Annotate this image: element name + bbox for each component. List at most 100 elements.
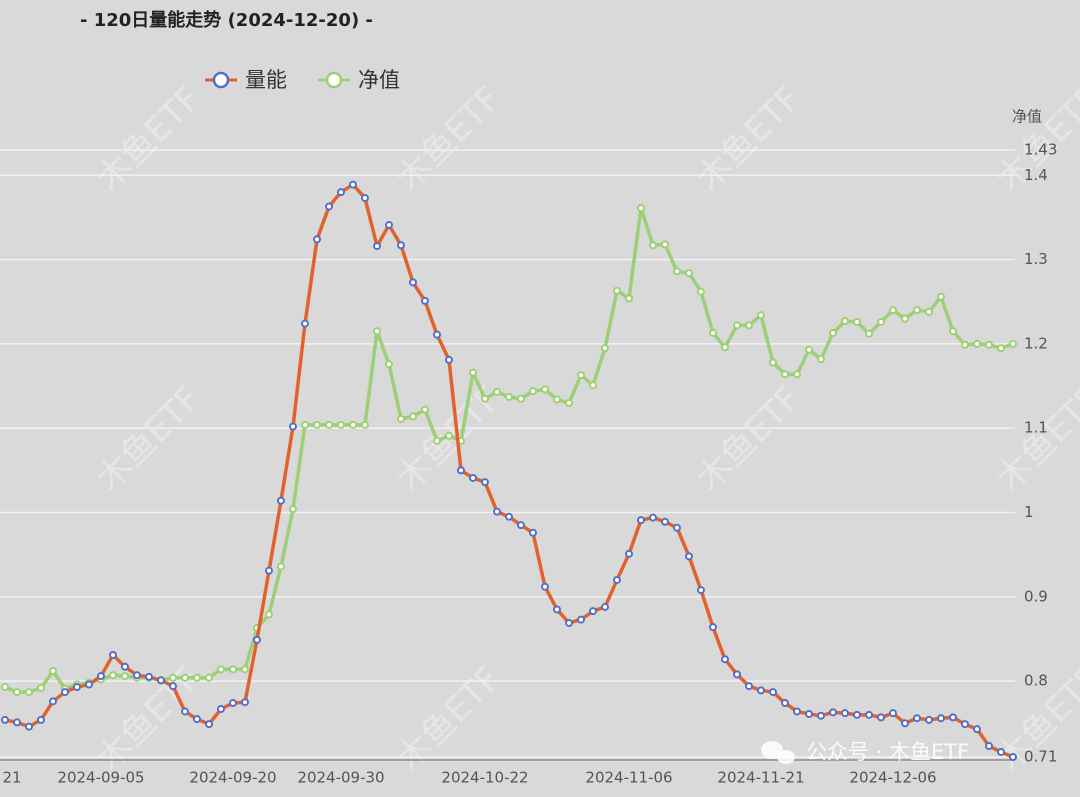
legend-marker xyxy=(212,71,230,89)
data-point xyxy=(961,720,969,729)
data-point xyxy=(289,422,297,431)
data-point xyxy=(769,358,777,367)
data-point xyxy=(889,306,897,315)
data-point xyxy=(589,607,597,616)
data-point xyxy=(841,317,849,326)
data-point xyxy=(577,371,585,380)
data-point xyxy=(169,673,177,682)
data-point xyxy=(253,635,261,644)
data-point xyxy=(361,194,369,203)
data-point xyxy=(181,673,189,682)
data-point xyxy=(685,269,693,278)
data-point xyxy=(865,710,873,719)
data-point xyxy=(733,670,741,679)
data-point xyxy=(877,317,885,326)
data-point xyxy=(37,715,45,724)
data-point xyxy=(781,370,789,379)
data-point xyxy=(853,317,861,326)
data-point xyxy=(229,665,237,674)
y-tick-label: 1.3 xyxy=(1024,250,1048,268)
data-point xyxy=(205,673,213,682)
data-point xyxy=(577,615,585,624)
data-point xyxy=(793,707,801,716)
series-line xyxy=(4,182,1014,759)
data-point xyxy=(313,420,321,429)
data-point xyxy=(385,360,393,369)
x-tick-label: 21 xyxy=(2,769,21,787)
watermark: 木鱼ETF xyxy=(689,379,809,499)
data-point xyxy=(913,714,921,723)
legend-marker xyxy=(325,71,343,89)
data-point xyxy=(613,286,621,295)
watermark: 木鱼ETF xyxy=(89,79,209,199)
data-point xyxy=(49,667,57,676)
data-point xyxy=(961,340,969,349)
data-point xyxy=(469,473,477,482)
data-point xyxy=(853,710,861,719)
grid: 0.71 0.8 0.9 1 1.1 1.2 1.3 1.4 1.43 21 2024-09-05 2… xyxy=(0,141,1057,787)
y-axis-title: 净值 xyxy=(1012,108,1042,126)
data-point xyxy=(421,405,429,414)
data-point xyxy=(169,682,177,691)
data-point xyxy=(217,704,225,713)
data-point xyxy=(613,575,621,584)
data-point xyxy=(205,720,213,729)
data-point xyxy=(937,714,945,723)
data-point xyxy=(997,747,1005,756)
legend: 量能 净值 xyxy=(205,68,400,92)
data-point xyxy=(397,414,405,423)
data-point xyxy=(433,330,441,339)
data-point xyxy=(373,242,381,251)
data-point xyxy=(121,662,129,671)
data-point xyxy=(901,314,909,323)
data-point xyxy=(937,292,945,301)
data-point xyxy=(817,711,825,720)
legend-label: 净值 xyxy=(358,68,400,92)
plot-area xyxy=(1,180,1017,761)
data-point xyxy=(25,722,33,731)
data-point xyxy=(409,278,417,287)
watermark: 木鱼ETF xyxy=(89,379,209,499)
data-point xyxy=(973,725,981,734)
data-point xyxy=(865,329,873,338)
watermark: 木鱼ETF xyxy=(689,79,809,199)
data-point xyxy=(745,682,753,691)
x-tick-label: 2024-12-06 xyxy=(849,769,936,787)
data-point xyxy=(109,671,117,680)
data-point xyxy=(913,306,921,315)
data-point xyxy=(733,321,741,330)
data-point xyxy=(289,505,297,514)
data-point xyxy=(109,650,117,659)
data-point xyxy=(385,221,393,230)
data-point xyxy=(1,683,9,692)
data-point xyxy=(421,296,429,305)
data-point xyxy=(649,241,657,250)
y-tick-label: 0.71 xyxy=(1024,748,1057,766)
data-point xyxy=(241,665,249,674)
data-point xyxy=(433,436,441,445)
data-point xyxy=(877,713,885,722)
data-point xyxy=(1,715,9,724)
credit-badge: 公众号 · 木鱼ETF xyxy=(761,740,969,764)
x-tick-label: 2024-11-21 xyxy=(717,769,804,787)
data-point xyxy=(325,202,333,211)
data-point xyxy=(805,345,813,354)
data-point xyxy=(481,394,489,403)
data-point xyxy=(493,387,501,396)
data-point xyxy=(469,368,477,377)
data-point xyxy=(349,420,357,429)
data-point xyxy=(505,393,513,402)
data-point xyxy=(925,715,933,724)
y-tick-label: 1.43 xyxy=(1024,141,1057,159)
data-point xyxy=(301,420,309,429)
watermark: 木鱼ETF xyxy=(389,659,509,779)
data-point xyxy=(817,355,825,364)
data-point xyxy=(697,586,705,595)
data-point xyxy=(997,344,1005,353)
data-point xyxy=(757,311,765,320)
data-point xyxy=(445,355,453,364)
data-point xyxy=(13,718,21,727)
data-point xyxy=(661,240,669,249)
data-point xyxy=(193,715,201,724)
